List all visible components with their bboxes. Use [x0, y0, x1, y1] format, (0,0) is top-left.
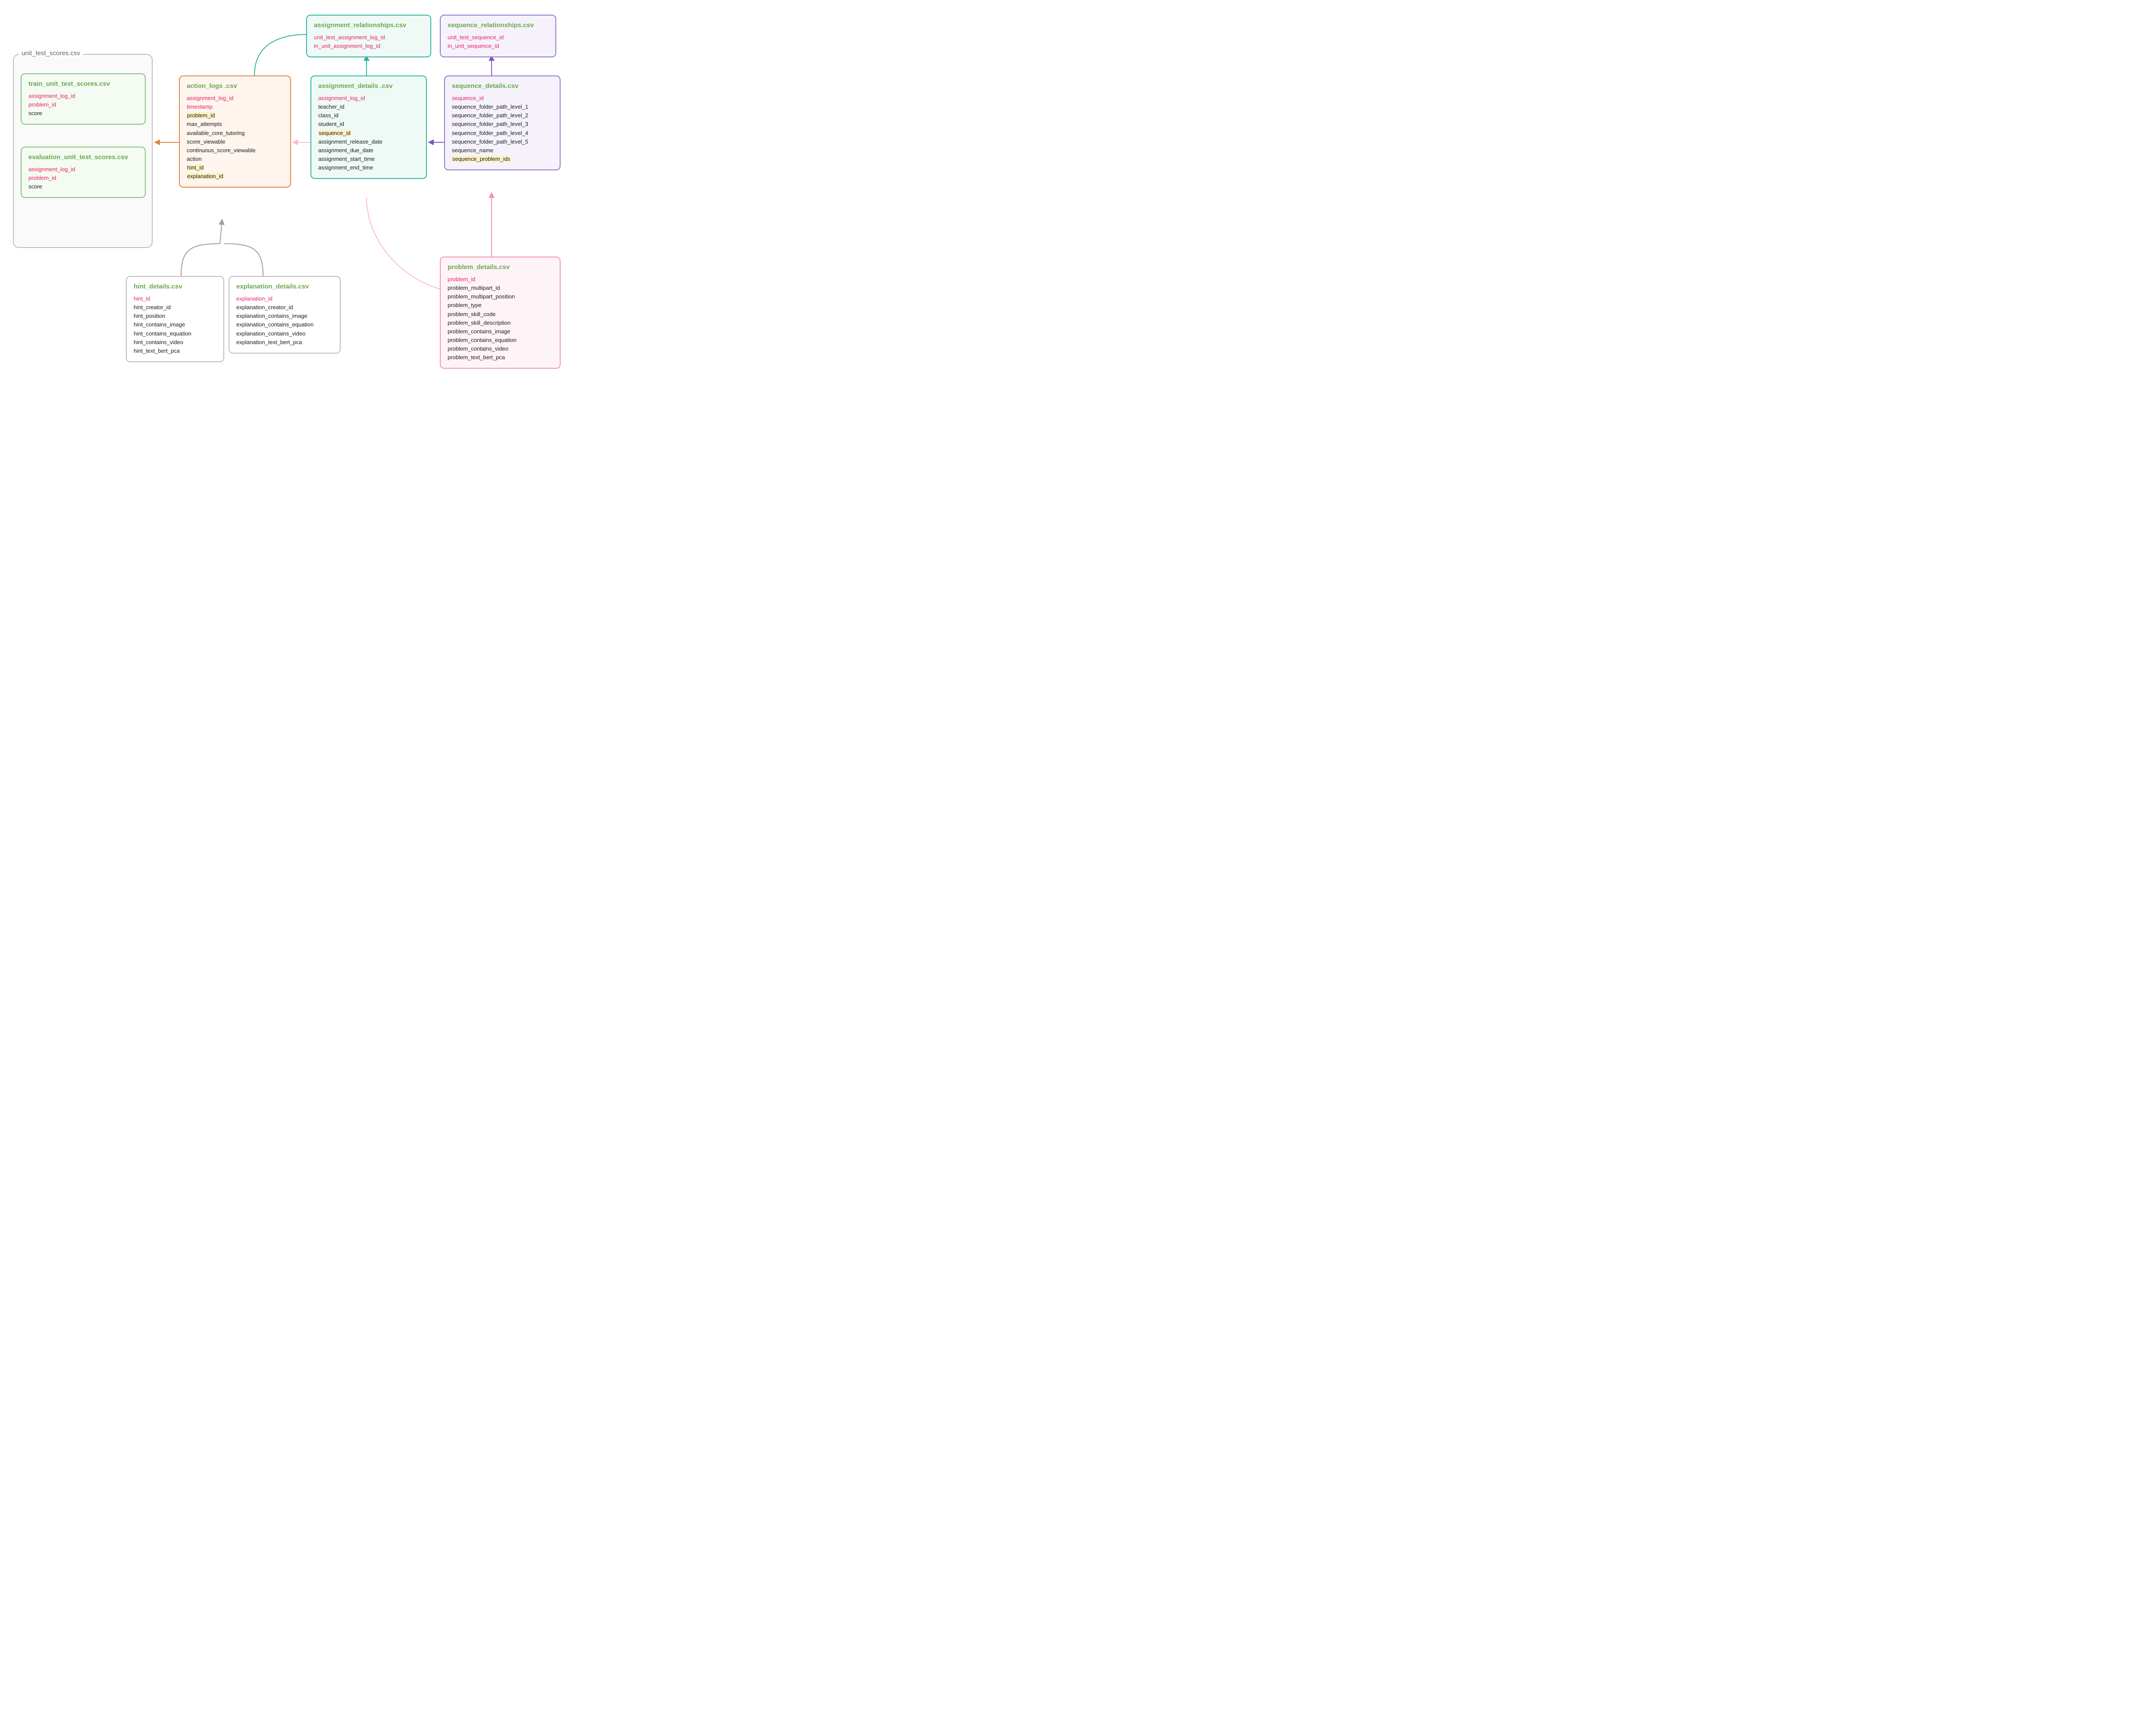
field: student_id	[318, 120, 419, 129]
field: explanation_contains_video	[236, 329, 333, 338]
field: action	[187, 155, 283, 163]
field: score	[28, 182, 138, 191]
node-assignment_details: assignment_details .csv assignment_log_id…	[310, 75, 427, 179]
field: explanation_id	[236, 295, 333, 303]
node-sequence_details: sequence_details.csvsequence_idsequence_…	[444, 75, 561, 170]
edge	[254, 34, 306, 75]
field: sequence_folder_path_level_2	[452, 111, 553, 120]
field: max_attempts	[187, 120, 283, 129]
field: assignment_due_date	[318, 146, 419, 155]
field: problem_text_bert_pca	[448, 353, 553, 362]
field: explanation_creator_id	[236, 303, 333, 312]
field: sequence_id	[318, 129, 419, 138]
field: sequence_folder_path_level_1	[452, 103, 553, 111]
field: score_viewable	[187, 138, 283, 146]
node-title: sequence_details.csv	[452, 82, 553, 90]
field: problem_contains_video	[448, 345, 553, 353]
node-train: train_unit_test_scores.csv assignment_log…	[21, 73, 146, 125]
field: problem_multipart_position	[448, 292, 553, 301]
field: available_core_tutoring	[187, 129, 283, 138]
field: problem_contains_image	[448, 327, 553, 336]
field: timestamp	[187, 103, 283, 111]
field: sequence_problem_ids	[452, 155, 553, 163]
field: in_unit_sequence_id	[448, 42, 548, 50]
field: hint_position	[134, 312, 216, 320]
field: assignment_log_id	[318, 94, 419, 103]
field: assignment_log_id	[187, 94, 283, 103]
field: explanation_contains_image	[236, 312, 333, 320]
field: problem_skill_description	[448, 319, 553, 327]
node-problem_details: problem_details.csvproblem_idproblem_mul…	[440, 257, 561, 369]
node-title: train_unit_test_scores.csv	[28, 80, 138, 88]
field: assignment_release_date	[318, 138, 419, 146]
field: problem_id	[28, 100, 138, 109]
field: explanation_id	[187, 172, 283, 181]
field: explanation_text_bert_pca	[236, 338, 333, 347]
field: hint_contains_image	[134, 320, 216, 329]
node-title: assignment_details .csv	[318, 82, 419, 90]
field: problem_type	[448, 301, 553, 310]
field: in_unit_assignment_log_id	[314, 42, 423, 50]
field: hint_text_bert_pca	[134, 347, 216, 355]
field: teacher_id	[318, 103, 419, 111]
field: class_id	[318, 111, 419, 120]
node-title: problem_details.csv	[448, 263, 553, 271]
edge	[181, 220, 222, 276]
field: problem_skill_code	[448, 310, 553, 319]
group-label: unit_test_scores.csv	[19, 50, 83, 57]
node-action_logs: action_logs .csv assignment_log_idtimesta…	[179, 75, 291, 188]
node-title: sequence_relationships.csv	[448, 22, 548, 29]
field: unit_test_assignment_log_id	[314, 33, 423, 42]
node-title: evaluation_unit_test_scores.csv	[28, 154, 138, 161]
node-hint_details: hint_details.csvhint_idhint_creator_idhi…	[126, 276, 224, 362]
field: hint_id	[134, 295, 216, 303]
node-eval: evaluation_unit_test_scores.csv assignmen…	[21, 147, 146, 198]
field: continuous_score_viewable	[187, 146, 283, 155]
field: sequence_folder_path_level_3	[452, 120, 553, 129]
node-title: explanation_details.csv	[236, 283, 333, 290]
node-assignment_rel: assignment_relationships.csv unit_test_as…	[306, 15, 431, 57]
field: problem_multipart_id	[448, 284, 553, 292]
edge	[224, 244, 263, 276]
field: assignment_start_time	[318, 155, 419, 163]
field: hint_contains_video	[134, 338, 216, 347]
field: problem_id	[187, 111, 283, 120]
field: assignment_log_id	[28, 165, 138, 174]
diagram-canvas: unit_test_scores.csv train_unit_test_sco…	[9, 9, 612, 440]
field: sequence_folder_path_level_4	[452, 129, 553, 138]
field: score	[28, 109, 138, 118]
field: problem_id	[448, 275, 553, 284]
field: hint_creator_id	[134, 303, 216, 312]
node-title: assignment_relationships.csv	[314, 22, 423, 29]
node-sequence_rel: sequence_relationships.csv unit_test_sequ…	[440, 15, 556, 57]
field: sequence_folder_path_level_5	[452, 138, 553, 146]
field: hint_id	[187, 163, 283, 172]
field: assignment_end_time	[318, 163, 419, 172]
field: hint_contains_equation	[134, 329, 216, 338]
field: sequence_name	[452, 146, 553, 155]
field: unit_test_sequence_id	[448, 33, 548, 42]
field: problem_contains_equation	[448, 336, 553, 345]
edge	[367, 198, 440, 289]
field: assignment_log_id	[28, 92, 138, 100]
field: problem_id	[28, 174, 138, 182]
node-title: action_logs .csv	[187, 82, 283, 90]
node-title: hint_details.csv	[134, 283, 216, 290]
node-explanation_details: explanation_details.csvexplanation_idexp…	[229, 276, 341, 354]
field: sequence_id	[452, 94, 553, 103]
field: explanation_contains_equation	[236, 320, 333, 329]
